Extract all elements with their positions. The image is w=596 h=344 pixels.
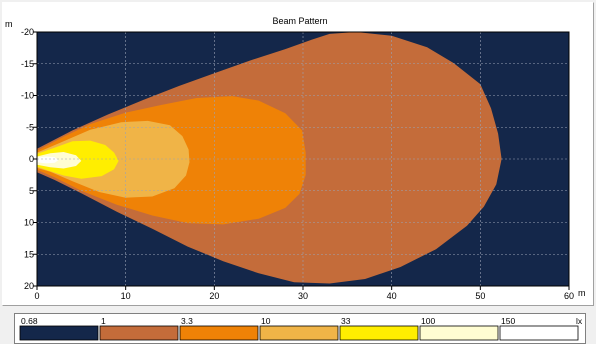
y-tick-label: 0 [29, 154, 34, 164]
y-tick-label: 15 [24, 249, 34, 259]
legend-value-label: 0.68 [21, 316, 38, 326]
x-tick-label: 60 [564, 291, 574, 301]
legend-value-label: 1 [101, 316, 106, 326]
legend-value-label: 150 [501, 316, 515, 326]
legend-swatch [19, 325, 99, 341]
y-tick-label: -10 [21, 91, 34, 101]
legend-unit-label: lx [576, 316, 583, 326]
x-tick-label: 30 [298, 291, 308, 301]
legend-swatch [259, 325, 339, 341]
contour-region-100 [37, 152, 82, 169]
legend-swatch [179, 325, 259, 341]
legend-swatch [499, 325, 579, 341]
x-unit-label: m [578, 288, 586, 298]
chart-frame: Beam Pattern m m 0 10 20 30 40 50 60 -20 -15 -10-… [2, 2, 594, 306]
legend-value-label: 10 [261, 316, 271, 326]
x-tick-label: 10 [121, 291, 131, 301]
legend-value-label: 100 [421, 316, 435, 326]
beam-pattern-panel: Beam Pattern m m 0 10 20 30 40 50 60 -20 -15 -10-… [0, 0, 596, 306]
contour-region-150 [37, 156, 59, 164]
y-tick-label: -15 [21, 59, 34, 69]
legend-value-label: 33 [341, 316, 351, 326]
beam-pattern-chart: Beam Pattern m m 0 10 20 30 40 50 60-20-15-10-… [5, 16, 586, 301]
y-tick-label: -5 [26, 122, 34, 132]
x-tick-label: 50 [475, 291, 485, 301]
legend-swatch [99, 325, 179, 341]
y-tick-label: 10 [24, 218, 34, 228]
x-tick-label: 40 [387, 291, 397, 301]
x-tick-label: 20 [209, 291, 219, 301]
x-tick-label: 0 [34, 291, 39, 301]
y-unit-label: m [5, 19, 13, 29]
chart-title: Beam Pattern [272, 16, 327, 26]
legend-svg: lx 0.68 1 3.3 10 33 100 150 [19, 316, 583, 341]
legend-swatch [419, 325, 499, 341]
y-tick-label: -20 [21, 27, 34, 37]
legend-value-label: 3.3 [181, 316, 193, 326]
legend-swatch [339, 325, 419, 341]
y-tick-label: 20 [24, 281, 34, 291]
y-tick-label: 5 [29, 186, 34, 196]
color-legend: lx 0.68 1 3.3 10 33 100 150 [14, 313, 586, 344]
